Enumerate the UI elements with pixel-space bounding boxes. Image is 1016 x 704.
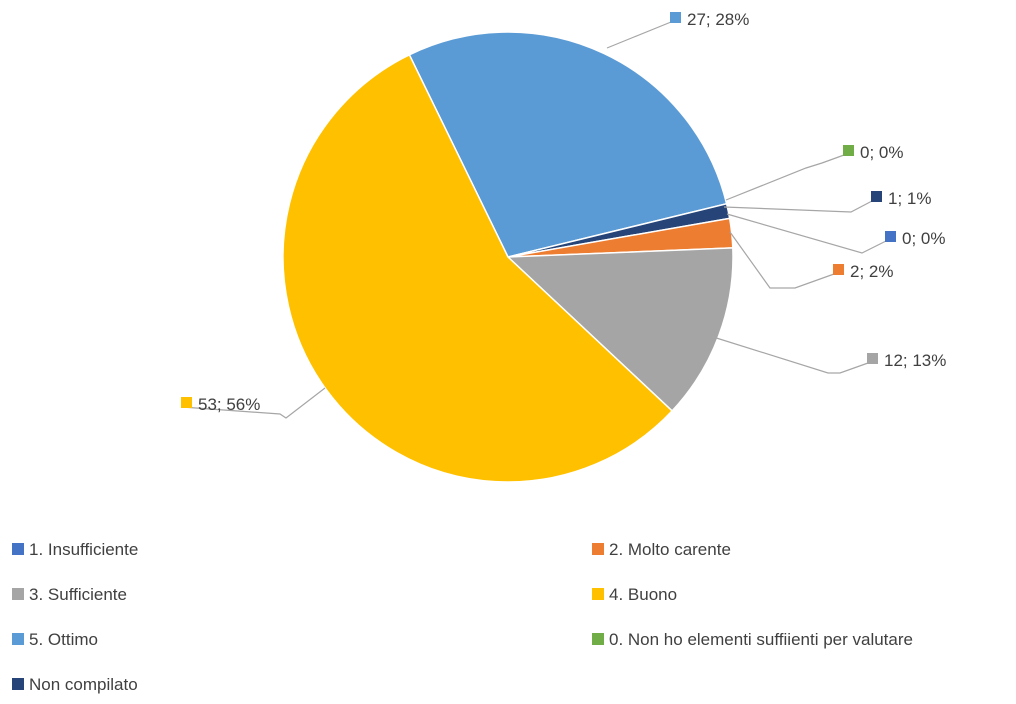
data-label-swatch [181, 397, 192, 408]
data-label-swatch [885, 231, 896, 242]
legend-label: 5. Ottimo [29, 630, 98, 649]
pie-slices [282, 31, 734, 483]
legend-item-5-ottimo: 5. Ottimo [12, 630, 98, 649]
legend-swatch [12, 543, 24, 555]
data-label-non-compilato: 1; 1% [888, 189, 931, 208]
leader-line-4-buono [181, 387, 326, 419]
legend-label: 1. Insufficiente [29, 540, 138, 559]
legend: 1. Insufficiente 2. Molto carente 3. Suffi… [12, 540, 913, 694]
legend-label: 2. Molto carente [609, 540, 731, 559]
data-labels: 27; 28% 1; 1% 0; 0% 2; 2% 12; 13% 53; 56% 0; 0… [181, 10, 946, 414]
data-label-swatch [843, 145, 854, 156]
legend-swatch [12, 678, 24, 690]
legend-item-4-buono: 4. Buono [592, 585, 677, 604]
leader-line-non-compilato [723, 200, 873, 213]
data-label-0-non-ho-elementi-suffiienti-per-valutare: 0; 0% [860, 143, 903, 162]
legend-swatch [12, 588, 24, 600]
legend-swatch [592, 588, 604, 600]
leader-line-2-molto-carente [729, 231, 835, 289]
data-label-5-ottimo: 27; 28% [687, 10, 749, 29]
pie-slice-4-buono [282, 53, 674, 483]
legend-swatch [592, 633, 604, 645]
legend-item-2-molto-carente: 2. Molto carente [592, 540, 731, 559]
leader-lines [181, 21, 887, 419]
legend-item-non-compilato: Non compilato [12, 675, 138, 694]
legend-swatch [592, 543, 604, 555]
pie-slice-3-sufficiente [506, 247, 734, 412]
data-label-swatch [871, 191, 882, 202]
leader-line-3-sufficiente [709, 335, 869, 374]
legend-item-0-non-ho-elementi-suffiienti-per-valutare: 0. Non ho elementi suffiienti per valuta… [592, 630, 913, 649]
data-label-swatch [670, 12, 681, 23]
leader-line-5-ottimo [606, 21, 672, 49]
leader-line-1-insufficiente [726, 213, 887, 254]
data-label-4-buono: 53; 56% [198, 395, 260, 414]
leader-line-0-non-ho-elementi-suffiienti-per-valutare [725, 154, 845, 201]
legend-label: 0. Non ho elementi suffiienti per valuta… [609, 630, 913, 649]
data-label-swatch [833, 264, 844, 275]
data-label-swatch [867, 353, 878, 364]
pie-slice-5-ottimo [408, 31, 728, 258]
legend-swatch [12, 633, 24, 645]
legend-label: 4. Buono [609, 585, 677, 604]
data-label-1-insufficiente: 0; 0% [902, 229, 945, 248]
legend-item-3-sufficiente: 3. Sufficiente [12, 585, 127, 604]
legend-item-1-insufficiente: 1. Insufficiente [12, 540, 138, 559]
data-label-2-molto-carente: 2; 2% [850, 262, 893, 281]
data-label-3-sufficiente: 12; 13% [884, 351, 946, 370]
legend-label: Non compilato [29, 675, 138, 694]
legend-label: 3. Sufficiente [29, 585, 127, 604]
